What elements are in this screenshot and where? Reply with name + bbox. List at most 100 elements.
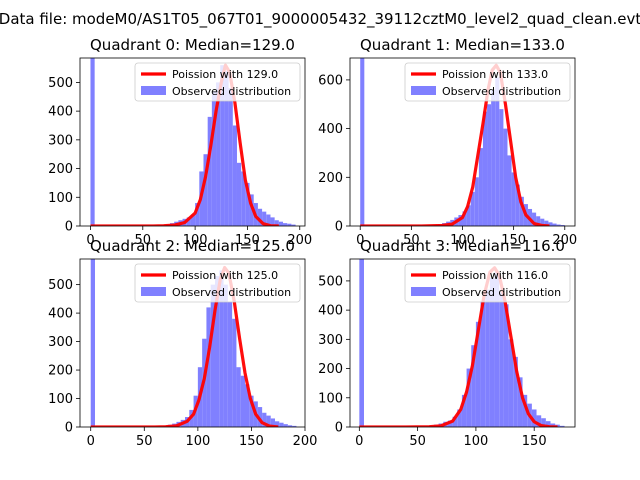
quadrant-1-legend-poisson-label: Poission with 133.0 [442, 68, 548, 81]
quadrant-3-hist-bar [485, 289, 490, 427]
quadrant-0-ytick-label: 300 [48, 133, 73, 148]
quadrant-2-xtick-label: 150 [239, 434, 264, 449]
quadrant-0-hist-bar [195, 203, 200, 226]
quadrant-3-hist-bar [513, 356, 518, 427]
quadrant-3-legend-box [404, 263, 571, 303]
quadrant-0-hist-bar [266, 214, 271, 226]
quadrant-0-hist-bar [228, 88, 233, 226]
quadrant-2-hist-bar [215, 276, 220, 427]
quadrant-0-hist-bar [249, 194, 254, 226]
quadrant-3-hist-bar [499, 292, 504, 427]
quadrant-1-hist-bar [519, 196, 524, 226]
quadrant-1-hist-bar [470, 191, 475, 226]
quadrant-0-hist-bar [287, 223, 292, 226]
quadrant-2-hist-bar [206, 307, 211, 427]
quadrant-0-hist-bar [211, 91, 217, 226]
quadrant-2-panel: 0 50 100 150 200 0 100 200 300 400 500 Quadrant 2: … [48, 237, 317, 449]
quadrant-1-hist-bar [491, 89, 496, 226]
quadrant-3-ytick-label: 300 [318, 333, 343, 348]
quadrant-2-hist-bar [275, 421, 280, 427]
quadrant-1-hist-bar [540, 218, 545, 226]
quadrant-0-hist-bar [90, 58, 95, 226]
quadrant-3-hist-bar [457, 409, 462, 427]
quadrant-1-hist-bar [556, 224, 561, 226]
quadrant-0-hist-bar [270, 217, 275, 226]
quadrant-1-xtick-label: 200 [552, 233, 577, 248]
quadrant-2-title: Quadrant 2: Median=125.0 [90, 237, 295, 255]
quadrant-3-ytick-label: 0 [335, 421, 343, 436]
quadrant-2-xtick-label: 0 [87, 434, 95, 449]
quadrant-3-hist-bar [531, 409, 537, 427]
quadrant-3-hist-bar [452, 416, 458, 427]
quadrant-1-hist-bar [360, 58, 365, 226]
quadrant-2-hist-bar [240, 375, 245, 427]
quadrant-1-hist-bar [487, 104, 492, 226]
quadrant-3-xtick-label: 100 [463, 434, 488, 449]
quadrant-0-hist-bar [245, 182, 250, 226]
quadrant-2-ytick-label: 100 [48, 392, 73, 407]
quadrant-2-ytick-label: 200 [48, 364, 73, 379]
quadrant-2-hist-bar [283, 424, 288, 427]
quadrant-0-hist-bar [232, 125, 237, 226]
quadrant-1-hist-bar [552, 223, 557, 226]
quadrant-0-hist-bar [186, 217, 191, 226]
quadrant-0-hist-bar [190, 214, 196, 226]
quadrant-2-hist-bar [292, 425, 297, 427]
quadrant-1-hist-bar [466, 205, 471, 226]
quadrant-0-legend-observed-label: Observed distribution [172, 85, 291, 98]
quadrant-1-hist-bar [462, 211, 467, 226]
quadrant-3-ytick-label: 100 [318, 391, 343, 406]
quadrant-3-axes-frame [349, 258, 576, 428]
quadrant-0-legend-poisson-label: Poission with 129.0 [172, 68, 278, 81]
quadrant-1-xtick-label: 150 [501, 233, 526, 248]
quadrant-3-title: Quadrant 3: Median=116.0 [360, 237, 565, 255]
quadrant-2-hist-bar [287, 425, 293, 427]
quadrant-1-legend-observed-label: Observed distribution [442, 85, 561, 98]
quadrant-3-hist-bar [559, 425, 565, 427]
quadrant-2-ytick-label: 400 [48, 307, 73, 322]
quadrant-3-legend-poisson-label: Poission with 116.0 [442, 269, 548, 282]
quadrant-3-legend: Poission with 116.0 Observed distribution [404, 263, 571, 303]
quadrant-1-ytick-label: 400 [318, 122, 343, 137]
quadrant-0-plot-area [90, 58, 296, 226]
quadrant-3-plot-area [359, 259, 565, 427]
quadrant-3-hist-bar [508, 339, 514, 427]
quadrant-0-hist-bar [278, 221, 284, 226]
quadrant-1-hist-bar [515, 184, 520, 226]
quadrant-3-hist-bar [503, 304, 509, 427]
quadrant-0-hist-bar [224, 70, 229, 226]
quadrant-0-ytick-label: 200 [48, 162, 73, 177]
quadrant-1-hist-bar [536, 216, 541, 226]
quadrant-2-hist-bar [232, 318, 237, 427]
quadrant-0-xtick-label: 150 [235, 233, 260, 248]
quadrant-0-ytick-label: 0 [65, 220, 73, 235]
quadrant-0-xtick-label: 100 [183, 233, 208, 248]
quadrant-1-panel: 0 50 100 150 200 0 200 400 600 Quadrant 1: Median… [318, 36, 577, 248]
quadrant-1-hist-bar [560, 225, 565, 226]
quadrant-3-hist-bar [359, 259, 364, 427]
quadrant-2-xtick-label: 100 [185, 434, 210, 449]
quadrant-0-legend: Poission with 129.0 Observed distribution [134, 62, 301, 102]
quadrant-2-ytick-label: 500 [48, 278, 73, 293]
quadrant-2-hist-bar [270, 418, 275, 427]
quadrant-3-ytick-label: 400 [318, 304, 343, 319]
quadrant-2-legend: Poission with 125.0 Observed distribution [134, 263, 301, 303]
quadrant-2-xtick-label: 200 [293, 434, 318, 449]
quadrant-0-legend-observed-swatch [141, 86, 166, 95]
quadrant-3-legend-observed-label: Observed distribution [442, 286, 561, 299]
quadrant-3-hist-bar [461, 394, 467, 427]
quadrant-3-hist-bar [517, 377, 523, 427]
quadrant-3-hist-bar [471, 345, 476, 427]
quadrant-3-hist-bar [466, 368, 472, 427]
quadrant-2-hist-bar [279, 422, 284, 427]
quadrant-2-legend-poisson-label: Poission with 125.0 [172, 269, 278, 282]
quadrant-0-hist-bar [283, 223, 288, 226]
quadrant-3-hist-bar [494, 272, 500, 427]
quadrant-2-ytick-label: 0 [65, 421, 73, 436]
quadrant-3-hist-bar [545, 421, 551, 427]
quadrant-1-xtick-label: 0 [356, 233, 364, 248]
quadrant-2-hist-bar [223, 284, 228, 427]
quadrant-1-ytick-label: 0 [335, 220, 343, 235]
quadrant-0-xtick-label: 200 [287, 233, 312, 248]
